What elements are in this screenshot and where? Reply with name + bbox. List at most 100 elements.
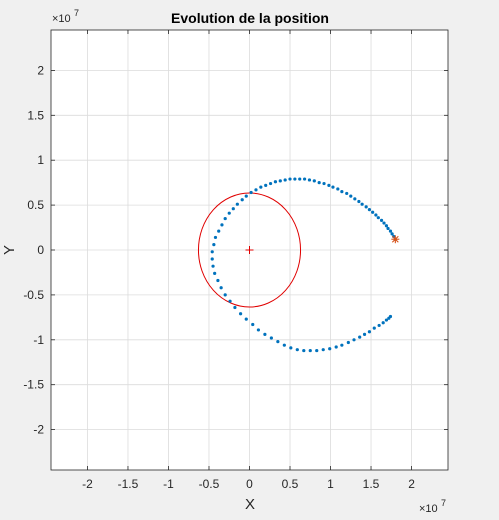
trajectory-point [321, 348, 325, 352]
x-tick-label: 1.5 [363, 477, 380, 491]
trajectory-point [364, 205, 368, 209]
trajectory-point [384, 318, 389, 322]
x-tick-label: 2 [408, 477, 415, 491]
x-tick-label: -2 [82, 477, 93, 491]
trajectory-point [235, 202, 239, 206]
trajectory-point [210, 257, 214, 261]
trajectory-point [212, 243, 216, 247]
trajectory-point [340, 343, 344, 347]
trajectory-point [374, 213, 378, 217]
start-marker-stroke [391, 235, 399, 243]
x-tick-label: 1 [327, 477, 334, 491]
y-tick-label: -0.5 [23, 288, 44, 302]
trajectory-point [357, 199, 361, 204]
trajectory-point [322, 181, 326, 186]
trajectory-point [327, 183, 331, 187]
trajectory-point [259, 185, 263, 189]
trajectory-point [362, 332, 367, 337]
trajectory-point [223, 293, 227, 297]
trajectory-point [244, 317, 248, 321]
trajectory-point [315, 348, 319, 353]
trajectory-point [298, 177, 302, 181]
y-multiplier-exponent: 7 [74, 8, 79, 18]
trajectory-point [308, 348, 312, 353]
trajectory-point [240, 198, 244, 202]
trajectory-point [273, 180, 278, 184]
trajectory-point [254, 188, 258, 192]
trajectory-point [331, 185, 335, 189]
trajectory-point [244, 194, 248, 198]
trajectory-point [302, 177, 307, 181]
trajectory-point [268, 181, 273, 186]
trajectory-point [336, 187, 340, 191]
trajectory-point [334, 345, 338, 349]
trajectory-point [388, 229, 393, 233]
trajectory-point [367, 330, 372, 334]
trajectory-point [213, 271, 217, 275]
y-tick-label: -2 [33, 423, 44, 437]
trajectory-point [288, 177, 292, 181]
y-tick-label: 1 [37, 153, 44, 167]
ticks: -2 -1.5 -1 -0.5 0 0.5 1 1.5 2 2 1.5 1 0.5 0 -0.5 -1 -1.5… [23, 30, 448, 491]
center-marker [245, 246, 254, 254]
trajectory-point [317, 181, 321, 185]
trajectory-point [251, 322, 255, 327]
trajectory-point [352, 338, 356, 342]
y-tick-label: -1.5 [23, 378, 44, 392]
trajectory-point [276, 339, 280, 344]
trajectory-point [340, 190, 344, 194]
trajectory-point [384, 224, 389, 228]
trajectory-point [220, 223, 224, 227]
trajectory-point [269, 336, 273, 340]
chart-title: Evolution de la position [171, 10, 329, 26]
y-multiplier-base: ×10 [52, 13, 71, 25]
trajectory-point [283, 178, 287, 182]
trajectory-point [238, 312, 243, 316]
x-axis-label: X [245, 496, 255, 513]
trajectory-point [371, 210, 375, 214]
trajectory-point [390, 232, 394, 236]
trajectory-point [381, 321, 385, 325]
trajectory-point [210, 250, 214, 254]
trajectory-point [211, 264, 215, 268]
trajectory-point [353, 197, 357, 201]
trajectory-point [249, 190, 253, 195]
x-tick-label: 0.5 [282, 477, 299, 491]
x-multiplier-exponent: 7 [441, 498, 446, 508]
x-tick-label: 0 [246, 477, 253, 491]
trajectory-point [213, 235, 218, 240]
trajectory-point [264, 183, 268, 187]
trajectory-point [231, 207, 235, 211]
trajectory-point [263, 332, 267, 337]
trajectory-point [293, 177, 297, 181]
x-tick-label: -1.5 [118, 477, 139, 491]
plot-area [197, 177, 400, 353]
trajectory-point [358, 335, 362, 339]
trajectory-point [256, 328, 261, 332]
y-tick-label: 0.5 [27, 198, 44, 212]
trajectory-point [278, 179, 282, 183]
trajectory-point [377, 323, 381, 328]
trajectory-point [302, 348, 306, 353]
trajectory-point [349, 194, 353, 198]
x-tick-label: -0.5 [199, 477, 220, 491]
y-axis-label: Y [1, 245, 18, 255]
trajectory-point [282, 343, 286, 347]
trajectory-point [216, 278, 220, 283]
trajectory-point [388, 314, 393, 319]
y-tick-label: 0 [37, 243, 44, 257]
start-marker [391, 235, 400, 244]
trajectory-point [360, 202, 364, 206]
trajectory-point [312, 179, 316, 183]
x-multiplier-base: ×10 [419, 503, 438, 515]
x-multiplier: ×10 7 [419, 498, 446, 515]
trajectory-point [382, 221, 386, 225]
trajectory-point [219, 286, 223, 290]
trajectory-point [233, 305, 237, 310]
y-multiplier: ×10 7 [52, 8, 79, 25]
trajectory-point [217, 229, 221, 233]
trajectory-point [228, 299, 232, 303]
trajectory-point [328, 347, 332, 351]
trajectory-point [227, 211, 231, 215]
